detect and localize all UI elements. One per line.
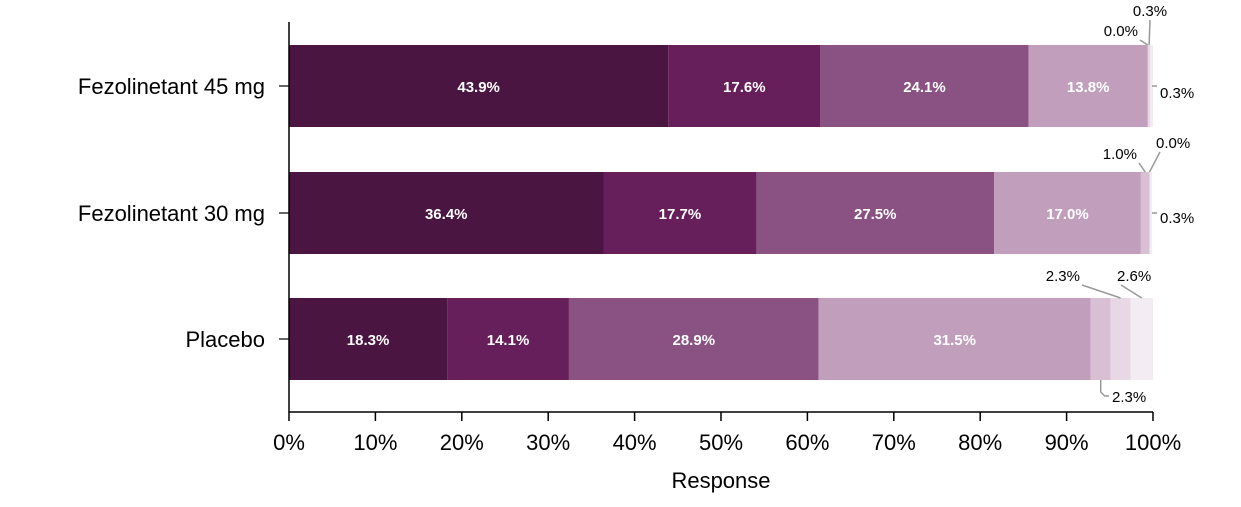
bar-segment [603, 172, 757, 254]
bar-segment [289, 45, 669, 127]
bar-segment [1147, 45, 1151, 127]
x-tick-label: 90% [1045, 430, 1089, 455]
category-label: Fezolinetant 30 mg [78, 201, 265, 226]
data-label: 0.0% [1156, 135, 1190, 152]
bar-segment [289, 172, 604, 254]
x-tick-label: 60% [785, 430, 829, 455]
x-tick-label: 100% [1125, 430, 1181, 455]
bar-segment [818, 298, 1091, 380]
bar-segment [1140, 172, 1150, 254]
data-label: 0.3% [1160, 210, 1194, 227]
data-label: 24.1% [903, 79, 946, 96]
x-tick-label: 10% [353, 430, 397, 455]
category-label: Placebo [185, 327, 265, 352]
bar-segment [756, 172, 995, 254]
x-tick-label: 30% [526, 430, 570, 455]
data-label: 14.1% [487, 332, 530, 349]
leader-line [1148, 19, 1151, 46]
data-label: 27.5% [854, 206, 897, 223]
bar-segment [668, 45, 821, 127]
bar-segment [1110, 298, 1131, 380]
data-label: 36.4% [425, 206, 468, 223]
leader-line [1081, 284, 1121, 299]
bar-row: 43.9% 17.6% 24.1% 13.8% 0.0% 0.3% 0.3% [289, 3, 1194, 127]
data-label: 28.9% [673, 332, 716, 349]
x-axis-label: Response [671, 468, 770, 493]
data-label: 2.3% [1112, 389, 1146, 406]
bar-segment [568, 298, 819, 380]
leader-line [1138, 162, 1146, 173]
x-tick-label: 70% [872, 430, 916, 455]
bar-row: 18.3% 14.1% 28.9% 31.5% 2.3% 2.3% 2.6% [289, 268, 1153, 406]
bar-segment [289, 298, 448, 380]
bar-segment [1090, 298, 1111, 380]
data-label: 18.3% [347, 332, 390, 349]
data-label: 2.6% [1117, 268, 1151, 285]
bar-segment [994, 172, 1141, 254]
bar-segment [1130, 298, 1153, 380]
data-label: 0.3% [1160, 85, 1194, 102]
data-label: 43.9% [457, 79, 500, 96]
data-label: 17.6% [723, 79, 766, 96]
data-label: 13.8% [1067, 79, 1110, 96]
x-tick-label: 40% [613, 430, 657, 455]
bar-segment [447, 298, 569, 380]
data-label: 17.7% [659, 206, 702, 223]
leader-line [1139, 39, 1149, 46]
bar-segment [1149, 172, 1153, 254]
data-label: 31.5% [933, 332, 976, 349]
x-tick-label: 20% [440, 430, 484, 455]
x-tick-label: 50% [699, 430, 743, 455]
bar-row: 36.4% 17.7% 27.5% 17.0% 1.0% 0.0% 0.3% [289, 135, 1194, 254]
bar-segment [1028, 45, 1148, 127]
x-tick-label: 0% [273, 430, 305, 455]
data-label: 2.3% [1046, 268, 1080, 285]
data-label: 0.0% [1104, 23, 1138, 40]
data-label: 0.3% [1133, 3, 1167, 20]
x-tick-label: 80% [958, 430, 1002, 455]
category-label: Fezolinetant 45 mg [78, 74, 265, 99]
leader-line [1120, 284, 1143, 299]
leader-line [1148, 151, 1161, 173]
bar-segment [1150, 45, 1153, 127]
data-label: 1.0% [1103, 146, 1137, 163]
leader-line [1099, 380, 1109, 397]
bar-segment [820, 45, 1029, 127]
data-label: 17.0% [1046, 206, 1089, 223]
